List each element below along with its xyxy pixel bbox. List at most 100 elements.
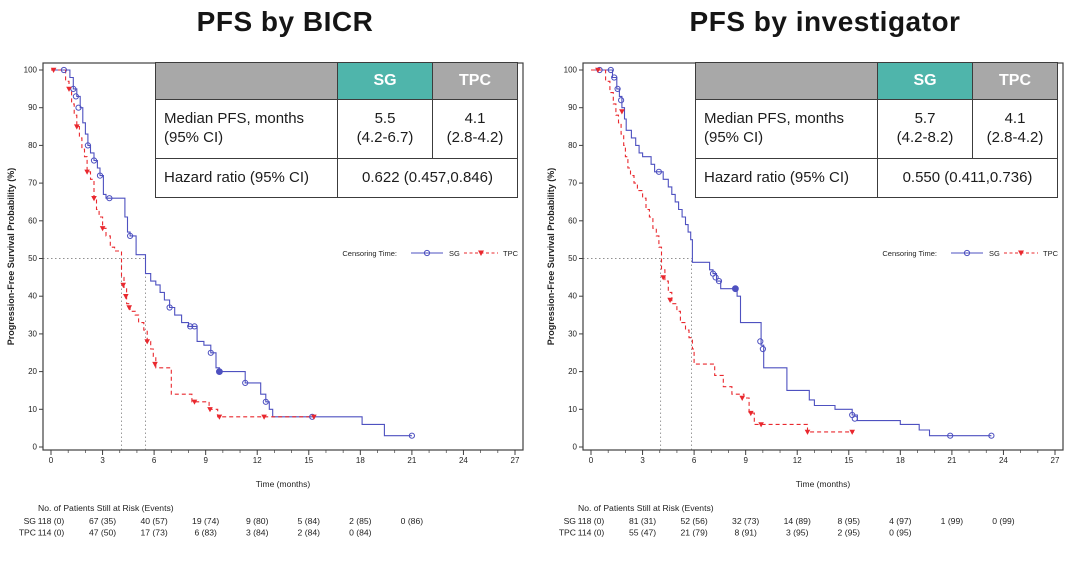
- stats-col-tpc: TPC: [972, 62, 1058, 100]
- svg-text:0: 0: [49, 456, 54, 465]
- tpc-curve: [51, 69, 315, 418]
- svg-text:15: 15: [304, 456, 313, 465]
- svg-text:118 (0): 118 (0): [578, 516, 605, 526]
- svg-text:30: 30: [568, 329, 577, 338]
- svg-text:10: 10: [568, 405, 577, 414]
- svg-text:Progression-Free Survival Prob: Progression-Free Survival Probability (%…: [546, 168, 556, 346]
- svg-text:6: 6: [692, 456, 697, 465]
- median-pfs-label-line1: Median PFS, months: [164, 110, 305, 128]
- svg-text:0: 0: [589, 456, 594, 465]
- median-pfs-label-line2: (95% CI): [164, 129, 224, 146]
- svg-text:90: 90: [28, 103, 37, 112]
- svg-text:80: 80: [568, 141, 577, 150]
- svg-text:6: 6: [152, 456, 157, 465]
- svg-text:12: 12: [793, 456, 802, 465]
- svg-text:20: 20: [28, 367, 37, 376]
- svg-text:40 (57): 40 (57): [140, 516, 167, 526]
- x-axis: 0 3 6 9 12 15 18 21 24 27 Time (months): [589, 450, 1060, 489]
- svg-text:3: 3: [640, 456, 645, 465]
- svg-text:3: 3: [100, 456, 105, 465]
- svg-text:19 (74): 19 (74): [192, 516, 219, 526]
- svg-text:TPC: TPC: [1043, 249, 1059, 258]
- svg-text:21: 21: [947, 456, 956, 465]
- svg-text:27: 27: [511, 456, 520, 465]
- sg-curve: [591, 69, 992, 437]
- svg-text:55 (47): 55 (47): [629, 528, 656, 538]
- hazard-ratio-label: Hazard ratio (95% CI): [155, 158, 338, 198]
- svg-text:70: 70: [568, 179, 577, 188]
- svg-text:3 (84): 3 (84): [246, 528, 269, 538]
- tpc-median-value: 4.1 (2.8-4.2): [972, 99, 1058, 159]
- svg-text:70: 70: [28, 179, 37, 188]
- panel-pfs-bicr: PFS by BICR 0 3 6 9 12 15 18 21 24 27 Time (months…: [6, 6, 524, 538]
- y-axis: 0 10 20 30 40 50 60 70 80 90 100 Progression-Free S…: [546, 66, 583, 452]
- svg-text:6 (83): 6 (83): [194, 528, 217, 538]
- svg-text:No. of Patients Still at Risk: No. of Patients Still at Risk (Events): [578, 503, 714, 513]
- svg-text:118 (0): 118 (0): [38, 516, 65, 526]
- hazard-ratio-value: 0.550 (0.411,0.736): [877, 158, 1058, 198]
- svg-text:2 (95): 2 (95): [838, 528, 861, 538]
- svg-text:2 (85): 2 (85): [349, 516, 372, 526]
- censoring-legend: Censoring Time: SG TPC: [342, 249, 518, 258]
- svg-text:SG: SG: [24, 516, 37, 526]
- svg-text:2 (84): 2 (84): [298, 528, 321, 538]
- svg-text:67 (35): 67 (35): [89, 516, 116, 526]
- svg-text:Time (months): Time (months): [796, 479, 851, 489]
- tpc-censor-marks: [595, 67, 855, 435]
- svg-text:27: 27: [1051, 456, 1060, 465]
- svg-text:52 (56): 52 (56): [680, 516, 707, 526]
- stats-blank-cell: [695, 62, 878, 100]
- sg-median-value: 5.7 (4.2-8.2): [877, 99, 973, 159]
- risk-table: No. of Patients Still at Risk (Events)SG…: [559, 503, 1015, 538]
- svg-text:TPC: TPC: [503, 249, 519, 258]
- svg-text:Censoring Time:: Censoring Time:: [342, 249, 397, 258]
- svg-text:81 (31): 81 (31): [629, 516, 656, 526]
- tpc-median-value: 4.1 (2.8-4.2): [432, 99, 518, 159]
- svg-text:90: 90: [568, 103, 577, 112]
- svg-text:47 (50): 47 (50): [89, 528, 116, 538]
- svg-text:SG: SG: [989, 249, 1000, 258]
- stats-table-investigator: SG TPC Median PFS, months (95% CI) 5.7 (…: [695, 62, 1058, 198]
- svg-text:8 (91): 8 (91): [734, 528, 757, 538]
- svg-text:15: 15: [844, 456, 853, 465]
- svg-text:SG: SG: [564, 516, 577, 526]
- svg-text:24: 24: [459, 456, 468, 465]
- svg-text:0: 0: [573, 443, 578, 452]
- tpc-curve: [591, 69, 854, 433]
- sg-censor-marks: [596, 66, 995, 439]
- svg-text:Censoring Time:: Censoring Time:: [882, 249, 937, 258]
- svg-text:40: 40: [568, 292, 577, 301]
- svg-text:40: 40: [28, 292, 37, 301]
- svg-text:0 (95): 0 (95): [889, 528, 912, 538]
- median-reference-lines: [43, 258, 146, 450]
- svg-text:21: 21: [407, 456, 416, 465]
- svg-text:12: 12: [253, 456, 262, 465]
- chart-title-investigator: PFS by investigator: [689, 6, 961, 37]
- svg-text:32 (73): 32 (73): [732, 516, 759, 526]
- risk-table: No. of Patients Still at Risk (Events)SG…: [19, 503, 423, 538]
- svg-text:60: 60: [28, 216, 37, 225]
- stats-col-sg: SG: [337, 62, 433, 100]
- median-pfs-label: Median PFS, months (95% CI): [155, 99, 338, 159]
- svg-text:0 (84): 0 (84): [349, 528, 372, 538]
- svg-text:TPC: TPC: [19, 528, 36, 538]
- svg-text:9 (80): 9 (80): [246, 516, 269, 526]
- hazard-ratio-value: 0.622 (0.457,0.846): [337, 158, 518, 198]
- svg-text:3 (95): 3 (95): [786, 528, 809, 538]
- svg-text:50: 50: [28, 254, 37, 263]
- svg-text:10: 10: [28, 405, 37, 414]
- panel-pfs-investigator: PFS by investigator 0 3 6 9 12 15 18 21 24 27 Time…: [540, 0, 1080, 579]
- y-axis: 0 10 20 30 40 50 60 70 80 90 100 Progression-Free S…: [6, 66, 43, 452]
- svg-text:20: 20: [568, 367, 577, 376]
- svg-text:18: 18: [356, 456, 365, 465]
- km-plot-investigator: 0 3 6 9 12 15 18 21 24 27 Time (months) 0 10 20 30 40 50…: [546, 62, 1064, 538]
- svg-text:100: 100: [564, 66, 578, 75]
- svg-text:No. of Patients Still at Risk: No. of Patients Still at Risk (Events): [38, 503, 174, 513]
- svg-text:80: 80: [28, 141, 37, 150]
- svg-text:114 (0): 114 (0): [578, 528, 605, 538]
- chart-title-bicr: PFS by BICR: [196, 6, 374, 37]
- svg-text:0: 0: [33, 443, 38, 452]
- svg-text:60: 60: [568, 216, 577, 225]
- svg-text:Progression-Free Survival Prob: Progression-Free Survival Probability (%…: [6, 168, 16, 346]
